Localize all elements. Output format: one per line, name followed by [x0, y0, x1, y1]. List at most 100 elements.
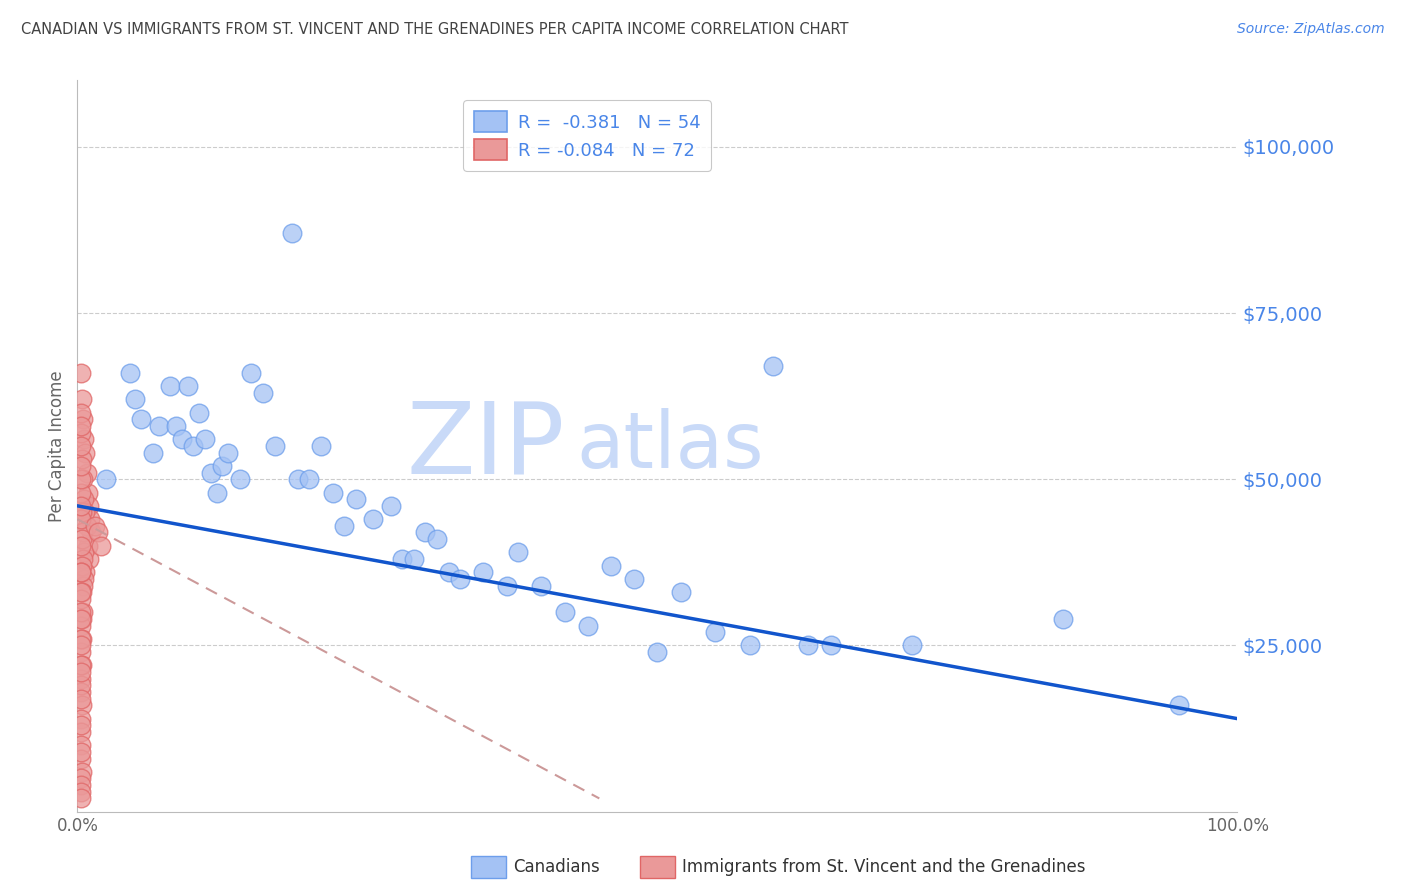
Point: [69, 718, 91, 732]
Point: [70, 632, 93, 646]
Point: [69, 778, 91, 792]
Point: [69, 691, 91, 706]
Point: [70, 698, 93, 713]
Point: [70, 532, 93, 546]
Point: [669, 585, 692, 599]
Point: [69, 419, 91, 434]
Point: [309, 439, 332, 453]
Point: [740, 639, 762, 653]
Point: [69, 632, 91, 646]
Point: [69, 639, 91, 653]
Point: [69, 791, 91, 805]
Point: [176, 379, 198, 393]
Point: [69, 366, 91, 380]
Point: [73, 545, 96, 559]
Point: [75, 445, 97, 459]
Point: [69, 425, 91, 440]
Point: [554, 605, 576, 619]
Point: [217, 445, 239, 459]
Point: [69, 566, 91, 580]
Point: [87, 525, 110, 540]
Point: [69, 725, 91, 739]
Text: Canadians: Canadians: [513, 858, 600, 876]
Point: [281, 226, 304, 240]
Point: [69, 678, 91, 692]
Point: [70, 764, 93, 779]
Point: [79, 512, 101, 526]
Point: [69, 458, 91, 473]
Point: [69, 685, 91, 699]
Point: [75, 506, 97, 520]
Text: ZIP: ZIP: [406, 398, 565, 494]
Point: [298, 472, 321, 486]
Point: [1052, 612, 1074, 626]
Point: [69, 605, 91, 619]
Point: [118, 366, 141, 380]
Point: [426, 532, 449, 546]
Text: Immigrants from St. Vincent and the Grenadines: Immigrants from St. Vincent and the Gren…: [682, 858, 1085, 876]
Y-axis label: Per Capita Income: Per Capita Income: [48, 370, 66, 522]
Point: [96, 472, 118, 486]
Point: [76, 485, 98, 500]
Point: [188, 406, 211, 420]
Point: [762, 359, 785, 374]
Point: [70, 612, 93, 626]
Point: [69, 745, 91, 759]
Point: [70, 506, 93, 520]
Point: [69, 485, 91, 500]
Point: [72, 579, 94, 593]
Point: [704, 625, 727, 640]
Point: [90, 539, 111, 553]
Point: [76, 518, 98, 533]
Point: [240, 366, 263, 380]
Point: [472, 566, 495, 580]
Point: [252, 385, 274, 400]
Point: [69, 539, 91, 553]
Point: [75, 566, 97, 580]
Text: atlas: atlas: [576, 408, 763, 484]
Point: [69, 712, 91, 726]
Point: [205, 485, 228, 500]
Point: [1168, 698, 1191, 713]
Point: [70, 452, 93, 467]
Point: [183, 439, 205, 453]
Point: [228, 472, 252, 486]
Point: [69, 439, 91, 453]
Point: [72, 472, 94, 486]
Point: [69, 406, 91, 420]
Point: [69, 512, 91, 526]
Point: [820, 639, 842, 653]
Point: [70, 658, 93, 673]
Point: [437, 566, 460, 580]
Point: [76, 466, 98, 480]
Point: [506, 545, 529, 559]
Point: [69, 665, 91, 679]
Point: [211, 458, 233, 473]
Point: [70, 392, 93, 407]
Point: [402, 552, 425, 566]
Point: [647, 645, 669, 659]
Point: [333, 518, 356, 533]
Point: [600, 558, 623, 573]
Point: [69, 672, 91, 686]
Point: [200, 466, 222, 480]
Point: [69, 658, 91, 673]
Point: [69, 645, 91, 659]
Point: [69, 751, 91, 765]
Point: [83, 518, 105, 533]
Point: [576, 618, 599, 632]
Point: [69, 738, 91, 752]
Point: [72, 552, 94, 566]
Point: [413, 525, 436, 540]
Point: [73, 492, 96, 507]
Point: [69, 591, 91, 606]
Point: [449, 572, 471, 586]
Point: [263, 439, 285, 453]
Point: [69, 772, 91, 786]
Point: [901, 639, 924, 653]
Legend: R =  -0.381   N = 54, R = -0.084   N = 72: R = -0.381 N = 54, R = -0.084 N = 72: [464, 100, 711, 171]
Point: [321, 485, 344, 500]
Point: [72, 605, 94, 619]
Point: [391, 552, 413, 566]
Point: [129, 412, 152, 426]
